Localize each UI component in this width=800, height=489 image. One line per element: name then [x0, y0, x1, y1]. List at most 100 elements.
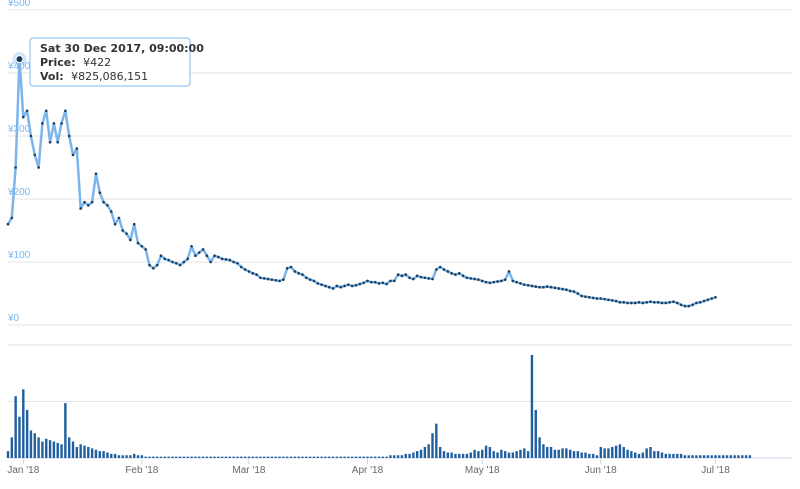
volume-bar	[461, 453, 465, 458]
volume-bar	[748, 455, 752, 458]
price-point	[633, 301, 637, 305]
price-point	[698, 301, 702, 304]
volume-bar	[553, 449, 557, 458]
price-point	[109, 210, 113, 213]
date-tick-label: Jan '18	[7, 465, 39, 476]
volume-bar	[683, 455, 687, 458]
price-point	[622, 301, 626, 304]
price-point	[33, 153, 37, 157]
volume-bar	[393, 455, 396, 458]
volume-bar	[588, 453, 591, 458]
volume-bar	[285, 456, 289, 458]
price-point	[675, 301, 679, 305]
volume-bar	[385, 456, 388, 458]
volume-bar	[408, 453, 411, 458]
volume-bar	[289, 456, 293, 458]
volume-bar	[691, 455, 694, 458]
price-point	[113, 222, 117, 226]
volume-bar	[377, 456, 381, 458]
price-point	[209, 260, 212, 264]
volume-bar	[301, 456, 304, 458]
price-point	[308, 278, 312, 281]
volume-bar	[568, 449, 572, 458]
volume-bar	[205, 456, 209, 458]
price-point	[29, 134, 33, 138]
price-point	[270, 278, 274, 281]
volume-bar	[121, 455, 124, 458]
volume-bar	[546, 447, 549, 458]
price-point	[136, 241, 140, 245]
volume-bar	[538, 437, 541, 458]
volume-bar	[347, 456, 350, 458]
price-point	[255, 273, 258, 276]
volume-bar	[194, 456, 197, 458]
price-point	[117, 216, 121, 220]
volume-bar	[247, 456, 251, 458]
price-point	[576, 292, 580, 295]
price-point	[561, 287, 564, 291]
volume-bar	[94, 449, 98, 458]
price-point	[217, 255, 220, 259]
volume-bar	[198, 456, 201, 458]
volume-bar	[45, 438, 48, 458]
price-point	[519, 282, 522, 285]
volume-bar	[591, 453, 595, 458]
price-point	[148, 263, 151, 267]
price-point	[599, 297, 603, 300]
volume-bar	[561, 448, 564, 458]
volume-bar	[163, 456, 166, 458]
volume-bar	[140, 455, 144, 458]
price-point	[44, 109, 48, 113]
price-tick-label: ¥100	[7, 250, 31, 261]
price-point	[607, 298, 610, 302]
volume-bar	[699, 455, 702, 458]
volume-bar	[240, 456, 243, 458]
price-point	[79, 207, 82, 210]
price-point	[423, 276, 427, 280]
price-point	[457, 272, 461, 275]
volume-bar	[343, 456, 346, 458]
price-point	[454, 273, 457, 276]
tooltip-price-value: ¥422	[83, 56, 111, 69]
date-tick-label: Mar '18	[232, 465, 265, 476]
price-point	[236, 261, 239, 265]
volume-bar	[599, 447, 602, 458]
date-tick-label: Apr '18	[352, 465, 384, 476]
price-point	[182, 260, 186, 264]
volume-bar	[308, 456, 312, 458]
volume-bar	[419, 449, 423, 458]
volume-bar	[152, 456, 155, 458]
price-point	[83, 200, 86, 204]
price-point	[370, 280, 373, 284]
price-point	[56, 141, 60, 144]
volume-bar	[10, 437, 14, 458]
volume-bar	[416, 451, 419, 458]
price-point	[324, 284, 327, 288]
volume-bar	[741, 455, 744, 458]
volume-bar	[125, 455, 128, 458]
price-point	[366, 279, 369, 283]
volume-bar	[362, 456, 365, 458]
price-point	[691, 303, 694, 307]
price-point	[588, 295, 591, 299]
volume-bar	[595, 455, 599, 458]
volume-bar	[523, 448, 526, 458]
price-point	[668, 301, 671, 304]
volume-bar	[465, 453, 469, 458]
price-point	[477, 278, 480, 281]
volume-bar	[335, 456, 339, 458]
price-point	[538, 285, 541, 289]
volume-bar	[458, 453, 461, 458]
price-point	[171, 260, 174, 264]
volume-bar	[102, 451, 105, 458]
price-point	[305, 276, 308, 280]
price-tick-label: ¥200	[7, 187, 31, 198]
price-point	[278, 279, 281, 283]
price-point	[194, 254, 197, 257]
price-point	[480, 279, 484, 283]
tooltip-vol-label: Vol:	[40, 70, 64, 83]
volume-bar	[542, 444, 545, 458]
volume-bar	[477, 451, 480, 458]
volume-bar	[412, 452, 415, 458]
price-point	[312, 279, 316, 283]
